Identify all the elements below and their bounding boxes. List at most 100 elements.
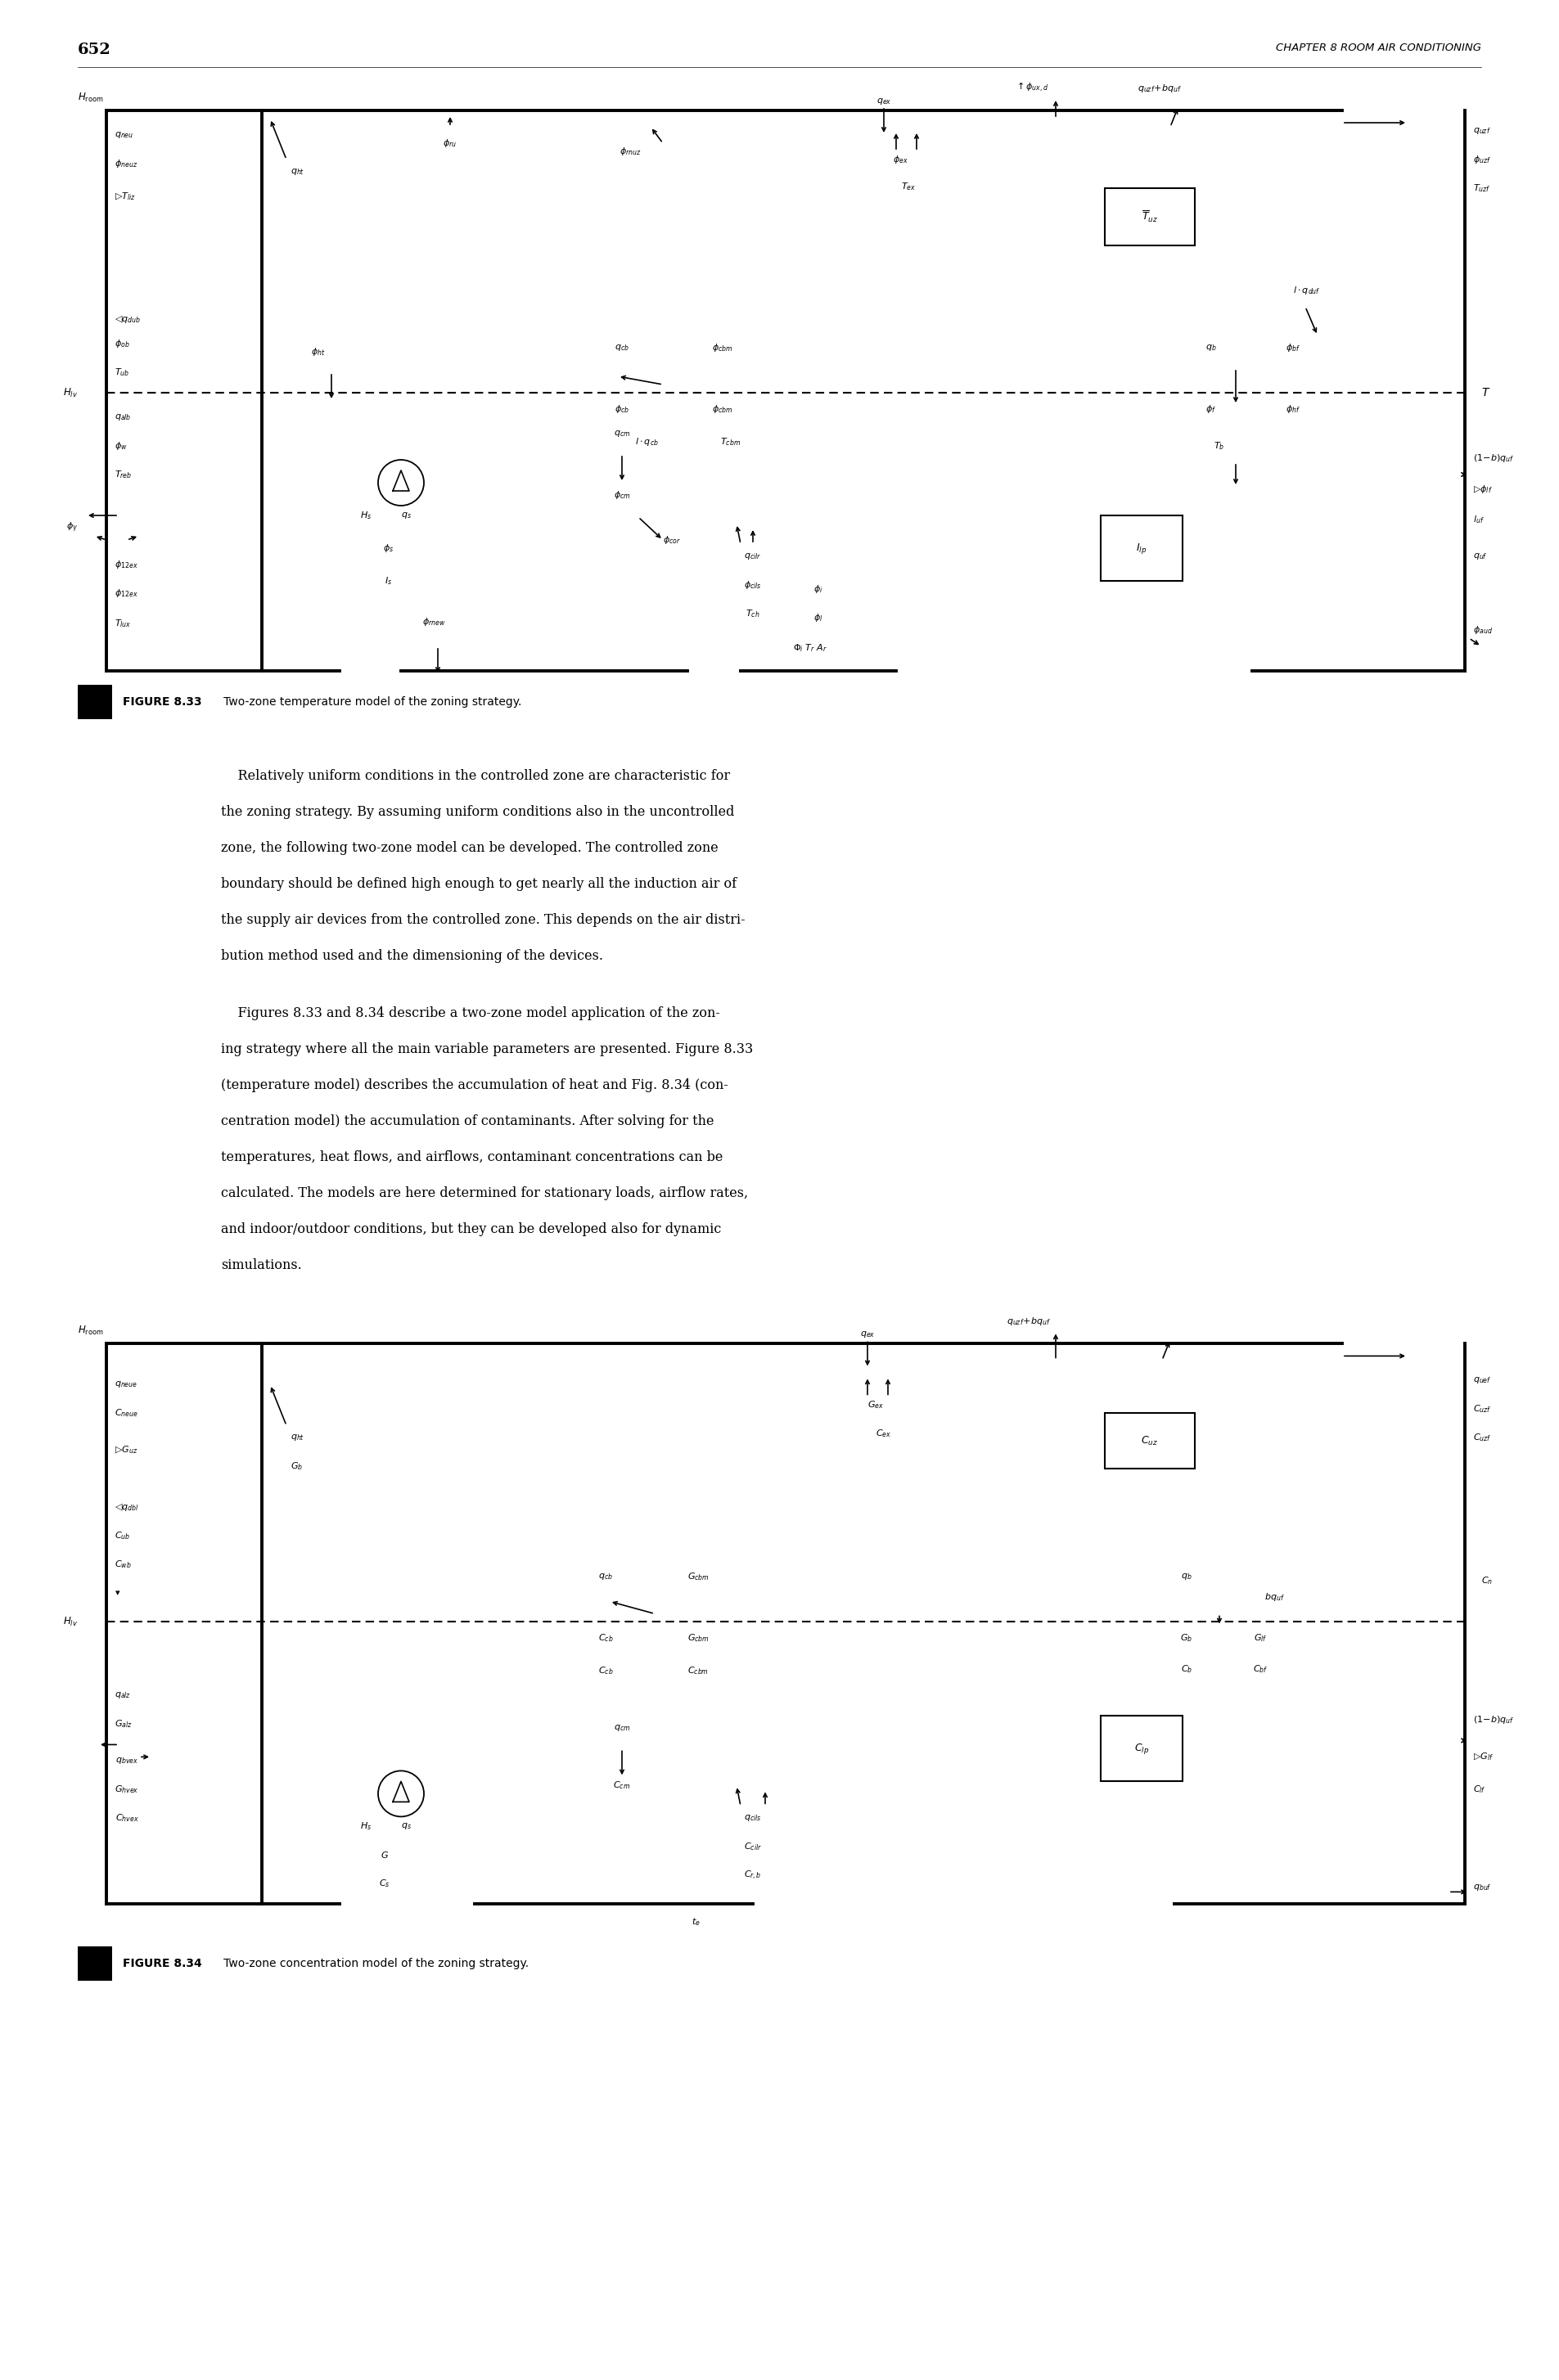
- Text: $G_b$: $G_b$: [1180, 1633, 1193, 1645]
- Text: $\phi_{\it cm}$: $\phi_{\it cm}$: [613, 490, 630, 500]
- Text: and indoor/outdoor conditions, but they can be developed also for dynamic: and indoor/outdoor conditions, but they …: [221, 1223, 720, 1238]
- Text: $q_s$: $q_s$: [401, 1821, 412, 1830]
- Text: $C_{\it cbm}$: $C_{\it cbm}$: [688, 1666, 708, 1676]
- Text: Two-zone temperature model of the zoning strategy.: Two-zone temperature model of the zoning…: [212, 697, 521, 707]
- Text: $C_{\it cb}$: $C_{\it cb}$: [597, 1666, 613, 1676]
- Text: $q_{\it ex}$: $q_{\it ex}$: [876, 98, 890, 107]
- Text: $\rhd\phi_{\it lf}$: $\rhd\phi_{\it lf}$: [1472, 483, 1492, 495]
- Text: $q_{\it alz}$: $q_{\it alz}$: [114, 1690, 131, 1699]
- Text: $q_{\it alb}$: $q_{\it alb}$: [114, 412, 131, 421]
- Text: $C_{\it lf}$: $C_{\it lf}$: [1472, 1785, 1486, 1795]
- Text: $H_{lv}$: $H_{lv}$: [62, 386, 78, 400]
- Text: $T_{\it uzf}$: $T_{\it uzf}$: [1472, 183, 1490, 193]
- Text: $q_s$: $q_s$: [401, 512, 412, 521]
- Text: $G_{\it lf}$: $G_{\it lf}$: [1253, 1633, 1266, 1645]
- Text: $q_{\it buf}$: $q_{\it buf}$: [1472, 1883, 1490, 1892]
- Text: $\phi_s$: $\phi_s$: [384, 543, 394, 555]
- Text: $G_{\it alz}$: $G_{\it alz}$: [114, 1718, 133, 1730]
- Text: $\phi_i$: $\phi_i$: [814, 583, 823, 595]
- Text: $C_{\it uzf}$: $C_{\it uzf}$: [1472, 1433, 1490, 1442]
- Text: $G$: $G$: [380, 1849, 388, 1861]
- Text: $C_{\it ex}$: $C_{\it ex}$: [876, 1428, 892, 1440]
- Text: $T_b$: $T_b$: [1213, 440, 1224, 452]
- Text: $l_{\it uf}$: $l_{\it uf}$: [1472, 514, 1484, 526]
- Text: $(1\!-\!b)q_{\it uf}$: $(1\!-\!b)q_{\it uf}$: [1472, 452, 1514, 464]
- Text: $\phi_{\it rnew}$: $\phi_{\it rnew}$: [422, 616, 446, 628]
- Text: Relatively uniform conditions in the controlled zone are characteristic for: Relatively uniform conditions in the con…: [221, 769, 730, 783]
- Text: $q_{\it neu}$: $q_{\it neu}$: [114, 131, 134, 140]
- Text: $q_{\it uf}$: $q_{\it uf}$: [1472, 552, 1487, 562]
- Text: $T$: $T$: [1481, 388, 1490, 397]
- Text: $G_{\it ex}$: $G_{\it ex}$: [867, 1399, 884, 1411]
- Text: $\Phi_i\ T_r\ A_r$: $\Phi_i\ T_r\ A_r$: [792, 643, 826, 654]
- Text: $\uparrow \phi_{\it ux,d}$: $\uparrow \phi_{\it ux,d}$: [1015, 81, 1048, 95]
- Text: the supply air devices from the controlled zone. This depends on the air distri-: the supply air devices from the controll…: [221, 914, 745, 926]
- Text: $T_{\it ex}$: $T_{\it ex}$: [901, 181, 915, 193]
- Text: $C_{\it wb}$: $C_{\it wb}$: [114, 1559, 131, 1571]
- Text: $\overline{T}_{uz}$: $\overline{T}_{uz}$: [1141, 209, 1157, 224]
- Text: $\triangleleft q_{\it dub}$: $\triangleleft q_{\it dub}$: [114, 314, 140, 324]
- Text: $C_{\it cb}$: $C_{\it cb}$: [597, 1633, 613, 1645]
- Text: $\phi_l$: $\phi_l$: [814, 612, 823, 624]
- Text: $(1\!-\!b)q_{\it uf}$: $(1\!-\!b)q_{\it uf}$: [1472, 1714, 1514, 1726]
- Text: $C_b$: $C_b$: [1180, 1664, 1193, 1676]
- Text: $C_{\it neue}$: $C_{\it neue}$: [114, 1407, 139, 1418]
- Text: $\phi_{\it bf}$: $\phi_{\it bf}$: [1285, 343, 1300, 355]
- Text: $\phi_{\it aud}$: $\phi_{\it aud}$: [1472, 624, 1492, 635]
- Text: $C_{\it r,b}$: $C_{\it r,b}$: [744, 1868, 761, 1883]
- Text: $\phi_{\it cbm}$: $\phi_{\it cbm}$: [711, 343, 733, 355]
- Text: $\rhd G_{\it uz}$: $\rhd G_{\it uz}$: [114, 1445, 137, 1457]
- Text: $I_s$: $I_s$: [385, 576, 393, 585]
- Text: $\phi_{\it cor}$: $\phi_{\it cor}$: [663, 533, 681, 545]
- Text: $q_{\it cb}$: $q_{\it cb}$: [614, 343, 628, 352]
- Text: $C_{\it ub}$: $C_{\it ub}$: [114, 1530, 131, 1542]
- Text: $q_{\it cilr}$: $q_{\it cilr}$: [744, 552, 761, 562]
- Text: $\rhd G_{\it lf}$: $\rhd G_{\it lf}$: [1472, 1752, 1494, 1764]
- Bar: [78, 685, 112, 719]
- Text: $C_{\it cm}$: $C_{\it cm}$: [613, 1780, 630, 1792]
- Text: $q_{\it cils}$: $q_{\it cils}$: [744, 1814, 761, 1823]
- Text: $\phi_{\it cils}$: $\phi_{\it cils}$: [744, 578, 761, 590]
- Text: $T_{\it lux}$: $T_{\it lux}$: [114, 619, 131, 628]
- Text: $q_{\it ht}$: $q_{\it ht}$: [290, 1433, 304, 1442]
- Text: $q_{\it uzf}\!+\!bq_{\it uf}$: $q_{\it uzf}\!+\!bq_{\it uf}$: [1137, 83, 1182, 95]
- Text: $q_{\it neue}$: $q_{\it neue}$: [114, 1380, 137, 1390]
- Text: boundary should be defined high enough to get nearly all the induction air of: boundary should be defined high enough t…: [221, 878, 736, 890]
- Text: $\phi_{\gamma}$: $\phi_{\gamma}$: [65, 521, 78, 536]
- Bar: [1101, 516, 1182, 581]
- Text: $C_{lp}$: $C_{lp}$: [1133, 1742, 1149, 1756]
- Text: FIGURE 8.34: FIGURE 8.34: [123, 1959, 201, 1971]
- Text: $I_{lp}$: $I_{lp}$: [1135, 540, 1146, 555]
- Text: calculated. The models are here determined for stationary loads, airflow rates,: calculated. The models are here determin…: [221, 1188, 748, 1200]
- Text: $\phi_{\it ru}$: $\phi_{\it ru}$: [443, 138, 457, 150]
- Text: $H_s$: $H_s$: [360, 1821, 371, 1833]
- Text: the zoning strategy. By assuming uniform conditions also in the uncontrolled: the zoning strategy. By assuming uniform…: [221, 804, 734, 819]
- Text: $\phi_{\it uzf}$: $\phi_{\it uzf}$: [1472, 155, 1490, 164]
- Text: $T_{\it ub}$: $T_{\it ub}$: [114, 367, 129, 378]
- Text: $\phi_{\it 12ex}$: $\phi_{\it 12ex}$: [114, 588, 139, 600]
- Bar: [1101, 1716, 1182, 1783]
- Text: $G_{\it b}$: $G_{\it b}$: [290, 1461, 302, 1473]
- Text: $q_{\it cm}$: $q_{\it cm}$: [613, 428, 630, 438]
- Text: $\rhd T_{\it liz}$: $\rhd T_{\it liz}$: [114, 190, 136, 202]
- Text: $\phi_{\it cb}$: $\phi_{\it cb}$: [614, 402, 630, 414]
- Bar: [78, 1947, 112, 1980]
- Text: $l \cdot q_{\it duf}$: $l \cdot q_{\it duf}$: [1292, 286, 1320, 295]
- Text: $T_{\it cbm}$: $T_{\it cbm}$: [720, 436, 741, 447]
- Text: $C_{\it bf}$: $C_{\it bf}$: [1252, 1664, 1267, 1676]
- Text: $q_{\it cm}$: $q_{\it cm}$: [613, 1723, 630, 1733]
- Text: 652: 652: [78, 43, 111, 57]
- Text: $C_{\it cilr}$: $C_{\it cilr}$: [744, 1842, 761, 1852]
- Text: $\phi_{\it neuz}$: $\phi_{\it neuz}$: [114, 157, 137, 169]
- Text: $C_{uz}$: $C_{uz}$: [1141, 1435, 1158, 1447]
- Text: $C_n$: $C_n$: [1481, 1576, 1492, 1587]
- Bar: [1104, 188, 1194, 245]
- Text: centration model) the accumulation of contaminants. After solving for the: centration model) the accumulation of co…: [221, 1114, 714, 1128]
- Text: $H_{lv}$: $H_{lv}$: [62, 1616, 78, 1628]
- Text: $\phi_f$: $\phi_f$: [1205, 402, 1216, 414]
- Text: $q_{\it uef}$: $q_{\it uef}$: [1472, 1376, 1490, 1385]
- Text: $C_{\it uzf}$: $C_{\it uzf}$: [1472, 1404, 1490, 1414]
- Text: ing strategy where all the main variable parameters are presented. Figure 8.33: ing strategy where all the main variable…: [221, 1042, 753, 1057]
- Text: $G_{\it cbm}$: $G_{\it cbm}$: [688, 1633, 709, 1645]
- Text: $q_{\it ht}$: $q_{\it ht}$: [290, 167, 304, 176]
